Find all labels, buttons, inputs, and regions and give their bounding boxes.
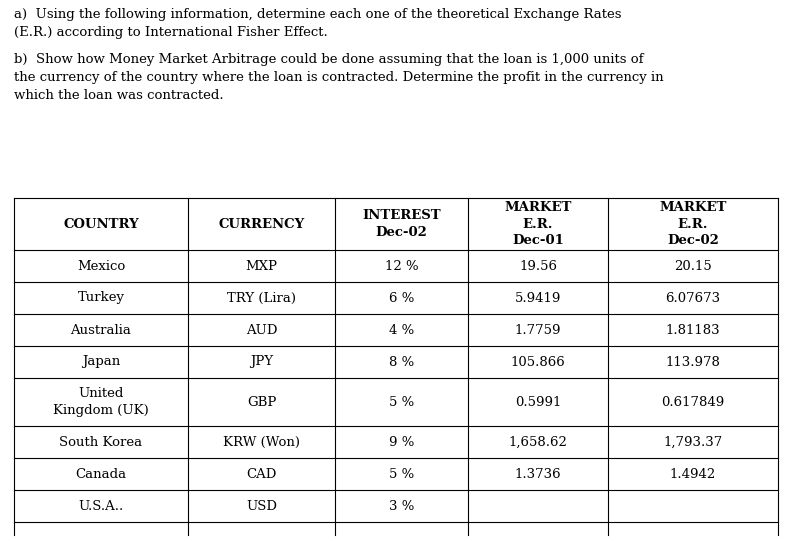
Text: 8 %: 8 % (389, 356, 414, 369)
Text: Australia: Australia (70, 324, 131, 337)
Text: 6.07673: 6.07673 (665, 292, 721, 305)
Text: South Korea: South Korea (59, 435, 143, 449)
Text: KRW (Won): KRW (Won) (223, 435, 300, 449)
Text: 113.978: 113.978 (665, 356, 721, 369)
Text: 5.9419: 5.9419 (515, 292, 562, 305)
Text: 4 %: 4 % (389, 324, 414, 337)
Text: 3 %: 3 % (389, 500, 414, 513)
Text: 1,793.37: 1,793.37 (664, 435, 722, 449)
Text: 5 %: 5 % (389, 395, 414, 408)
Text: USD: USD (246, 500, 277, 513)
Text: GBP: GBP (247, 395, 276, 408)
Text: 1.7759: 1.7759 (515, 324, 562, 337)
Text: 9 %: 9 % (389, 435, 414, 449)
Text: United
Kingdom (UK): United Kingdom (UK) (53, 387, 149, 416)
Text: 6 %: 6 % (389, 292, 414, 305)
Text: 20.15: 20.15 (674, 260, 712, 273)
Text: 0.617849: 0.617849 (661, 395, 725, 408)
Text: TRY (Lira): TRY (Lira) (227, 292, 296, 305)
Text: JPY: JPY (250, 356, 273, 369)
Text: MXP: MXP (246, 260, 277, 273)
Text: b)  Show how Money Market Arbitrage could be done assuming that the loan is 1,00: b) Show how Money Market Arbitrage could… (14, 53, 664, 102)
Text: 0.5991: 0.5991 (515, 395, 562, 408)
Text: MARKET
E.R.
Dec-02: MARKET E.R. Dec-02 (659, 201, 727, 247)
Text: INTEREST
Dec-02: INTEREST Dec-02 (362, 209, 441, 239)
Text: AUD: AUD (246, 324, 277, 337)
Text: COUNTRY: COUNTRY (63, 218, 139, 230)
Text: 5 %: 5 % (389, 468, 414, 481)
Text: 12 %: 12 % (385, 260, 418, 273)
Text: CURRENCY: CURRENCY (219, 218, 305, 230)
Text: MARKET
E.R.
Dec-01: MARKET E.R. Dec-01 (505, 201, 572, 247)
Text: Japan: Japan (82, 356, 120, 369)
Text: 1.3736: 1.3736 (515, 468, 562, 481)
Text: 1,658.62: 1,658.62 (508, 435, 567, 449)
Text: 19.56: 19.56 (519, 260, 557, 273)
Text: 105.866: 105.866 (511, 356, 565, 369)
Text: U.S.A..: U.S.A.. (78, 500, 124, 513)
Text: 1.81183: 1.81183 (666, 324, 720, 337)
Text: Turkey: Turkey (78, 292, 124, 305)
Text: a)  Using the following information, determine each one of the theoretical Excha: a) Using the following information, dete… (14, 8, 622, 39)
Text: Canada: Canada (75, 468, 127, 481)
Text: Mexico: Mexico (77, 260, 125, 273)
Text: CAD: CAD (246, 468, 276, 481)
Text: 1.4942: 1.4942 (670, 468, 716, 481)
